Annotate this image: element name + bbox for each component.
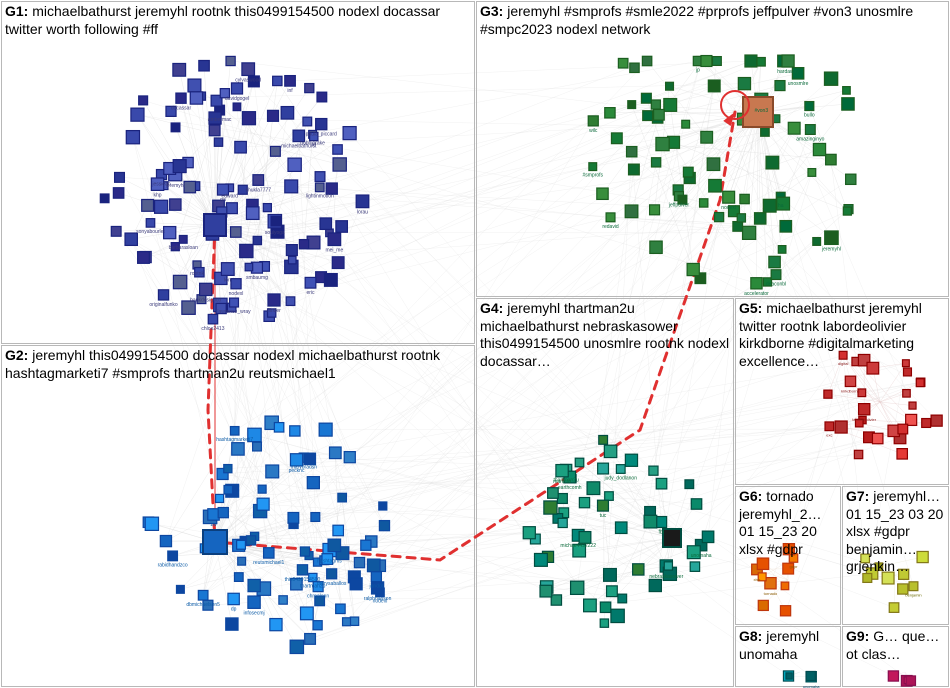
svg-text:rabidhandzco: rabidhandzco	[158, 563, 188, 569]
network-svg: michaelbathurstjeremyhlrootnknodexldocas…	[0, 0, 950, 688]
svg-text:unomaha: unomaha	[803, 684, 820, 688]
svg-text:xlsx: xlsx	[754, 577, 761, 582]
svg-text:cylvaswood: cylvaswood	[235, 77, 261, 83]
svg-text:inf: inf	[287, 88, 293, 94]
svg-text:flinder: flinder	[267, 308, 281, 314]
svg-text:rootnk: rootnk	[190, 271, 204, 277]
svg-text:michae4492222: michae4492222	[560, 543, 596, 549]
svg-text:ralphhanson: ralphhanson	[364, 596, 392, 602]
svg-text:chrnalenn: chrnalenn	[307, 594, 329, 600]
svg-text:hashtagms: hashtagms	[317, 559, 342, 565]
svg-text:redavid: redavid	[602, 224, 619, 230]
svg-text:dp: dp	[231, 607, 237, 613]
svg-text:ha: ha	[778, 203, 784, 209]
svg-text:this0499154500: this0499154500	[285, 577, 321, 583]
svg-text:amazinginyo: amazinginyo	[796, 136, 824, 142]
svg-text:gdpr: gdpr	[790, 564, 799, 569]
svg-text:ambermac: ambermac	[208, 117, 232, 123]
svg-text:shukla7777: shukla7777	[245, 187, 271, 193]
svg-text:davidgogel: davidgogel	[225, 96, 249, 102]
svg-text:bullo: bullo	[804, 113, 815, 119]
svg-text:jeffpulver: jeffpulver	[668, 203, 690, 209]
svg-text:tuc: tuc	[600, 513, 607, 519]
svg-text:kirkdborne: kirkdborne	[841, 389, 860, 394]
svg-text:marcela: marcela	[553, 479, 571, 485]
svg-text:benjamin: benjamin	[905, 593, 921, 598]
svg-text:jp: jp	[695, 68, 700, 74]
svg-text:judy_dodlanon: judy_dodlanon	[603, 475, 637, 481]
svg-text:bankdesignctr: bankdesignctr	[190, 298, 221, 304]
svg-text:fbl: fbl	[659, 529, 664, 535]
svg-text:hardaway: hardaway	[777, 69, 799, 75]
svg-text:hashtagmarketi7: hashtagmarketi7	[216, 437, 253, 443]
svg-text:dbmichaelsen5: dbmichaelsen5	[186, 602, 220, 608]
svg-text:unosmlre: unosmlre	[788, 81, 809, 87]
svg-text:smbaumg: smbaumg	[246, 275, 268, 281]
svg-text:soulyoga: soulyoga	[265, 230, 285, 236]
svg-text:infosecmj: infosecmj	[243, 610, 264, 616]
svg-text:kf: kf	[312, 143, 317, 149]
svg-text:eric: eric	[306, 290, 315, 296]
svg-text:originalfunko: originalfunko	[149, 302, 178, 308]
svg-text:exc: exc	[826, 433, 832, 438]
network-graph-stage: michaelbathurstjeremyhlrootnknodexldocas…	[0, 0, 950, 688]
svg-text:nodexl: nodexl	[229, 291, 244, 297]
svg-text:tornado: tornado	[764, 591, 778, 596]
svg-text:mei_me: mei_me	[325, 248, 343, 254]
svg-text:marysaballos: marysaballos	[317, 581, 347, 587]
svg-text:lawrence_wray: lawrence_wray	[217, 309, 251, 315]
svg-text:accelerator: accelerator	[744, 291, 769, 297]
svg-text:reutsmichael1: reutsmichael1	[253, 560, 284, 566]
svg-text:#von3: #von3	[754, 108, 768, 114]
svg-text:unomaha: unomaha	[691, 553, 712, 559]
svg-text:lorr: lorr	[224, 277, 232, 283]
svg-text:pecknc: pecknc	[289, 468, 305, 474]
svg-text:zw: zw	[210, 522, 217, 528]
svg-text:wilc: wilc	[589, 128, 598, 134]
svg-text:jondot: jondot	[369, 584, 384, 590]
svg-text:chloe2413: chloe2413	[201, 326, 224, 332]
svg-text:jeremyhl: jeremyhl	[821, 246, 841, 252]
svg-text:nebraskasower: nebraskasower	[649, 574, 683, 580]
svg-text:khp: khp	[154, 192, 162, 198]
svg-text:earthcomh: earthcomh	[558, 485, 582, 491]
svg-text:lorau: lorau	[357, 210, 368, 216]
svg-text:barbarasloan: barbarasloan	[169, 245, 198, 251]
svg-text:sonyabourlet: sonyabourlet	[136, 229, 165, 235]
svg-text:digital: digital	[838, 361, 849, 366]
svg-text:nodexl: nodexl	[721, 205, 736, 211]
svg-text:ga: ga	[220, 197, 226, 203]
svg-text:labordeolivier: labordeolivier	[852, 417, 876, 422]
svg-text:jessieab: jessieab	[151, 182, 171, 188]
svg-text:lightinmotion: lightinmotion	[306, 194, 334, 200]
svg-text:#smprofs: #smprofs	[582, 173, 603, 179]
svg-text:paula_piccard: paula_piccard	[306, 132, 337, 138]
svg-text:deaconbl: deaconbl	[766, 281, 786, 287]
svg-text:docassar: docassar	[171, 105, 192, 111]
